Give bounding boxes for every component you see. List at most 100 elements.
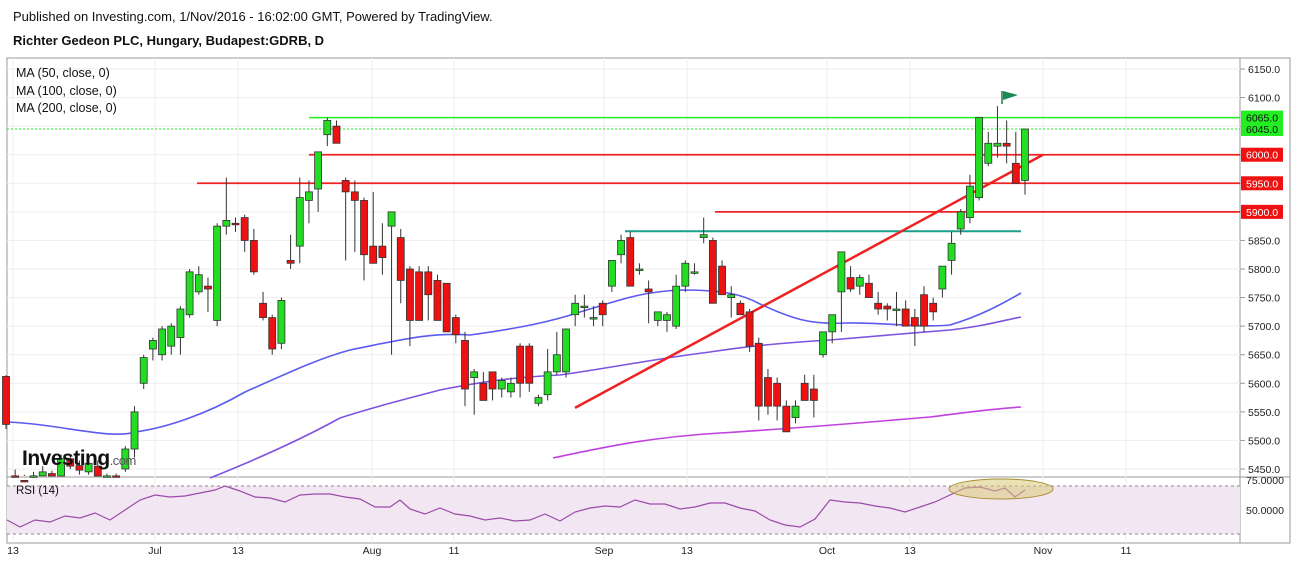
candle: [819, 331, 827, 358]
candle: [424, 266, 433, 321]
candle-up: [828, 314, 837, 333]
time-tick-label: 13: [904, 545, 916, 557]
candle-up: [176, 308, 185, 338]
candle-down: [626, 237, 635, 287]
candle: [194, 266, 203, 295]
candle: [617, 234, 625, 264]
candle: [598, 300, 607, 327]
candle-down: [754, 342, 763, 407]
candle-down: [268, 317, 277, 350]
candle: [38, 466, 47, 477]
candle-up: [635, 268, 644, 271]
price-axis: 6150.06100.06050.06000.05950.05900.05850…: [1240, 64, 1283, 476]
ma200-label: MA (200, close, 0): [16, 101, 117, 115]
candles: [2, 106, 1029, 483]
candle: [240, 214, 249, 252]
ma100-line: [209, 316, 1022, 479]
candle-up: [29, 475, 38, 478]
candle-down: [350, 191, 359, 201]
candle: [139, 354, 148, 389]
candle-down: [1002, 142, 1011, 147]
candle: [305, 180, 313, 224]
candle: [1002, 120, 1011, 164]
candle: [791, 400, 800, 424]
candle: [828, 314, 837, 344]
time-tick-label: Jul: [148, 545, 161, 557]
candle: [93, 460, 102, 477]
candle: [470, 369, 479, 415]
candle: [231, 217, 240, 232]
candle: [48, 470, 56, 477]
candle: [708, 237, 717, 304]
candle: [975, 117, 983, 201]
candle-up: [277, 300, 286, 344]
candle-down: [479, 382, 488, 401]
candle: [433, 274, 442, 321]
candle-up: [956, 211, 965, 230]
candle-down: [865, 282, 873, 298]
candle: [1011, 131, 1020, 184]
candle: [745, 309, 754, 352]
candle-up: [497, 380, 506, 390]
candle-down: [525, 345, 534, 384]
candle-down: [461, 340, 469, 390]
candle-up: [690, 271, 699, 274]
candle-down: [708, 240, 717, 304]
candle-down: [433, 280, 442, 321]
candle: [690, 263, 699, 275]
candle-down: [598, 302, 607, 316]
candle-down: [204, 285, 212, 290]
candle-down: [800, 382, 809, 401]
price-level-label: 5950.0: [1246, 178, 1278, 190]
price-tick-label: 5600.0: [1248, 378, 1280, 390]
candle-up: [552, 354, 561, 373]
price-tick-label: 5500.0: [1248, 435, 1280, 447]
candle-down: [736, 302, 745, 316]
candle-up: [562, 328, 570, 373]
candle: [507, 377, 515, 398]
candle: [350, 180, 359, 252]
candle-up: [947, 242, 956, 261]
candle: [11, 469, 20, 478]
candle-up: [387, 211, 396, 227]
candle-up: [993, 142, 1002, 147]
time-tick-label: Aug: [363, 545, 382, 557]
candle: [204, 277, 212, 312]
candle-down: [773, 382, 782, 407]
candle-down: [75, 465, 84, 471]
instrument-title: Richter Gedeon PLC, Hungary, Budapest:GD…: [13, 33, 325, 48]
candle: [966, 174, 974, 224]
candle-up: [84, 462, 93, 473]
candle-up: [139, 357, 148, 384]
candle: [176, 306, 185, 355]
candle: [268, 314, 277, 355]
candle: [525, 343, 534, 392]
candle: [571, 294, 580, 327]
candle-up: [314, 151, 323, 190]
candle-down: [451, 317, 460, 336]
candle: [920, 286, 928, 332]
candle: [360, 197, 368, 281]
candle: [883, 303, 892, 321]
price-tick-label: 5850.0: [1248, 235, 1280, 247]
price-level-badge: [1241, 110, 1283, 125]
candle-up: [167, 325, 176, 347]
candle: [910, 309, 919, 347]
candle-up: [617, 240, 625, 256]
candle: [699, 217, 708, 244]
candle-up: [571, 302, 580, 316]
candle: [773, 377, 782, 421]
rsi-tick-label: 75.0000: [1246, 475, 1284, 487]
candle: [929, 297, 938, 321]
candle: [396, 229, 405, 304]
candle-down: [231, 222, 240, 226]
price-tick-label: 5750.0: [1248, 293, 1280, 305]
candle-up: [672, 285, 681, 327]
candle: [222, 177, 231, 235]
candle-up: [580, 305, 589, 309]
candle: [727, 286, 736, 318]
price-tick-label: 5650.0: [1248, 350, 1280, 362]
candle: [552, 331, 561, 375]
candle: [562, 328, 570, 378]
